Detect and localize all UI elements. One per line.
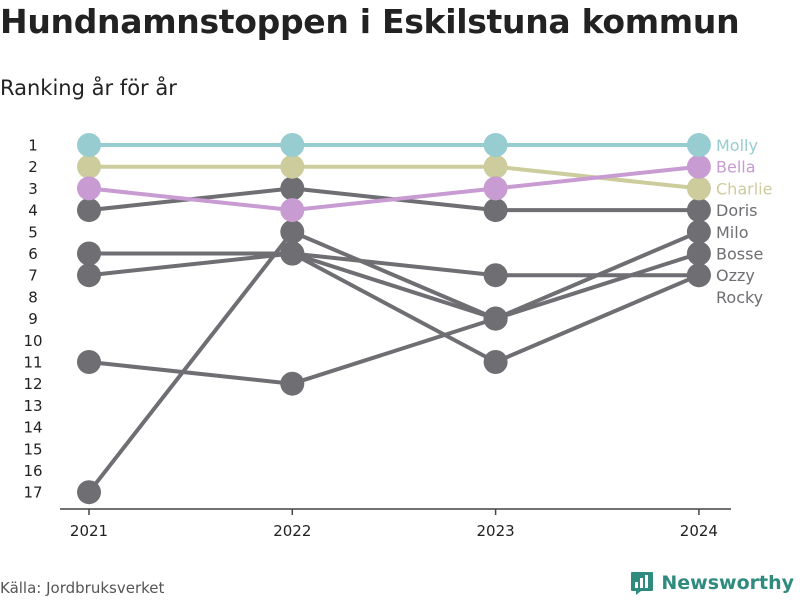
end-label-doris: Doris [716, 201, 757, 220]
chart-subtitle: Ranking år för år [0, 76, 177, 100]
data-point-bosse [77, 263, 101, 288]
data-point-molly [77, 133, 101, 157]
data-point-doris [77, 198, 101, 223]
brand-logo[interactable]: Newsworthy [629, 570, 794, 596]
data-point-bella [483, 176, 508, 201]
end-label-charlie: Charlie [716, 179, 772, 198]
data-point-charlie [483, 154, 508, 179]
end-label-molly: Molly [716, 136, 758, 155]
data-point-milo [686, 219, 711, 244]
end-label-rocky: Rocky [716, 288, 763, 307]
end-label-bella: Bella [716, 158, 756, 177]
x-tick-label: 2022 [273, 522, 311, 540]
data-point-bella [686, 154, 711, 179]
y-tick-label: 1 [28, 137, 38, 155]
data-point-rocky [280, 371, 305, 396]
data-point-bella [77, 176, 101, 201]
x-tick-label: 2024 [680, 522, 718, 540]
series-line-bosse [87, 251, 701, 321]
data-point-unlabeled [686, 263, 711, 288]
data-point-bosse [686, 241, 711, 266]
data-point-doris [483, 198, 508, 223]
series-line-milo [87, 229, 701, 495]
data-point-charlie [280, 154, 305, 179]
data-point-ozzy [77, 241, 101, 266]
y-tick-label: 14 [23, 419, 42, 437]
y-tick-label: 13 [23, 397, 42, 415]
data-point-molly [483, 133, 508, 157]
y-tick-label: 6 [28, 245, 38, 263]
data-point-unlabeled [483, 350, 508, 374]
end-label-ozzy: Ozzy [716, 266, 755, 285]
series-points [77, 133, 711, 505]
source-note: Källa: Jordbruksverket [0, 579, 165, 597]
x-tick-label: 2023 [477, 522, 515, 540]
data-point-molly [280, 133, 305, 157]
y-tick-label: 9 [28, 310, 38, 328]
y-tick-label: 15 [23, 440, 42, 458]
series-line-ozzy [87, 251, 701, 278]
data-point-milo [280, 219, 305, 244]
data-point-ozzy [483, 263, 508, 288]
data-point-charlie [686, 176, 711, 201]
end-label-milo: Milo [716, 223, 748, 242]
end-labels: Molly Bella Charlie Doris Milo Bosse Ozzy Rocky [716, 136, 772, 307]
data-point-molly [686, 133, 711, 157]
x-tick-label: 2021 [70, 522, 108, 540]
data-point-doris [280, 176, 305, 201]
data-point-milo [77, 480, 101, 505]
end-label-bosse: Bosse [716, 245, 763, 264]
y-tick-label: 8 [28, 288, 38, 306]
y-tick-label: 5 [28, 223, 38, 241]
y-tick-label: 11 [23, 354, 42, 372]
y-tick-label: 7 [28, 267, 38, 285]
data-point-rocky [483, 306, 508, 331]
data-point-bella [280, 198, 305, 223]
y-tick-label: 2 [28, 158, 38, 176]
series-line-bella [87, 164, 701, 213]
y-tick-label: 10 [23, 332, 42, 350]
newsworthy-icon [631, 572, 654, 595]
data-point-rocky [77, 350, 101, 374]
brand-name: Newsworthy [661, 572, 794, 594]
y-tick-label: 17 [23, 484, 42, 502]
series-lines [87, 143, 701, 495]
y-tick-label: 3 [28, 180, 38, 198]
y-tick-label: 16 [23, 462, 42, 480]
data-point-unlabeled [280, 241, 305, 266]
data-point-charlie [77, 154, 101, 179]
axes: 2021 2022 2023 2024123456789101112131415161… [23, 137, 731, 540]
y-tick-label: 12 [23, 375, 42, 393]
data-point-doris [686, 198, 711, 223]
y-tick-label: 4 [28, 202, 38, 220]
chart-title: Hundnamnstoppen i Eskilstuna kommun [0, 2, 740, 41]
